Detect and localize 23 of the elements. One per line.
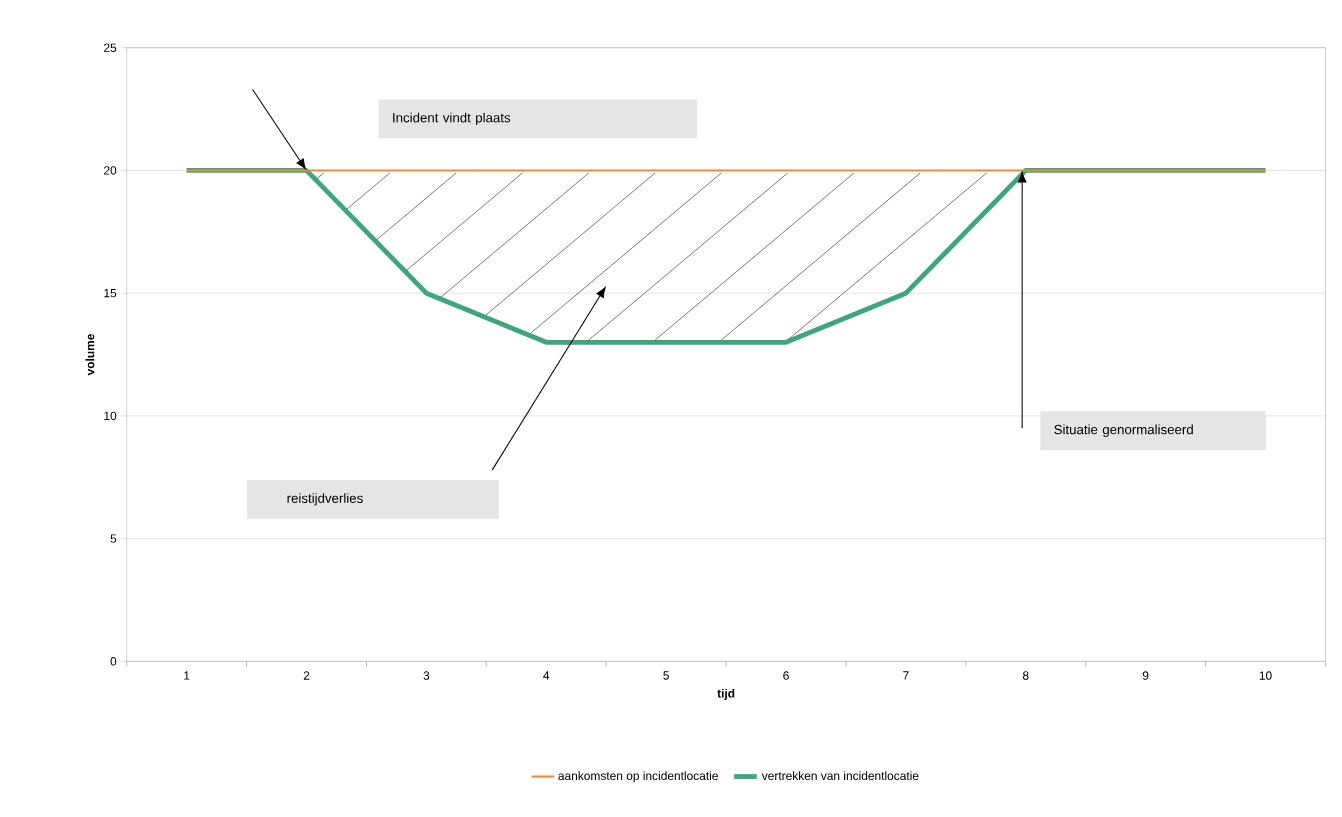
y-tick-label: 5: [110, 534, 117, 543]
x-tick-label: 2: [303, 671, 310, 680]
legend-label: vertrekken van incidentlocatie: [761, 770, 919, 780]
x-tick-label: 5: [663, 671, 669, 680]
x-axis-title: tijd: [717, 688, 735, 700]
annotation: reistijdverlies: [287, 492, 363, 506]
x-tick-label: 1: [184, 671, 190, 680]
y-axis-title: volume: [85, 333, 95, 376]
y-tick-label: 0: [110, 656, 117, 666]
x-tick-label: 6: [783, 671, 789, 680]
legend-label: aankomsten op incidentlocatie: [558, 770, 718, 783]
x-tick-label: 7: [903, 671, 909, 680]
y-tick-label: 20: [104, 165, 117, 175]
annotation: Situatie genormaliseerd: [1054, 424, 1193, 437]
y-tick-label: 10: [104, 411, 117, 420]
y-tick-label: 25: [104, 43, 117, 52]
annotation: Incident vindt plaats: [393, 112, 511, 125]
x-tick-label: 3: [423, 671, 430, 680]
y-tick-label: 15: [104, 288, 117, 298]
x-tick-label: 9: [1142, 671, 1149, 680]
x-tick-label: 4: [543, 671, 550, 680]
x-tick-label: 8: [1022, 671, 1029, 680]
x-tick-label: 10: [1259, 671, 1272, 680]
